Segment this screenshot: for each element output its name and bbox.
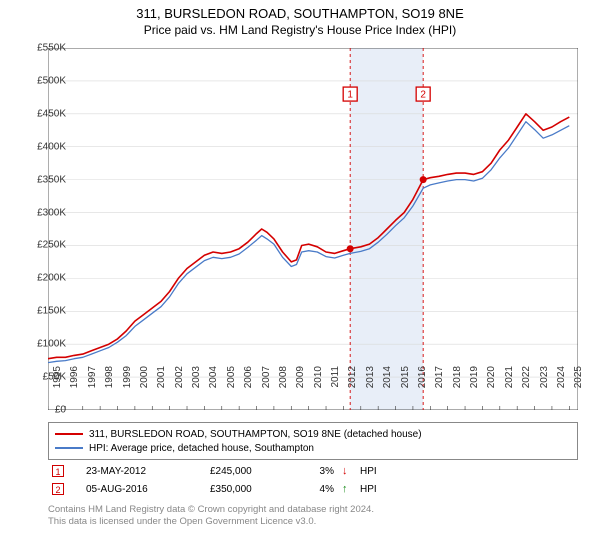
- y-tick-label: £400K: [26, 141, 66, 152]
- chart-container: 311, BURSLEDON ROAD, SOUTHAMPTON, SO19 8…: [0, 0, 600, 560]
- disclaimer: Contains HM Land Registry data © Crown c…: [48, 504, 578, 528]
- y-tick-label: £350K: [26, 174, 66, 185]
- tx-date: 23-MAY-2012: [86, 466, 206, 477]
- tx-pct: 4%: [304, 484, 334, 495]
- transaction-row: 1 23-MAY-2012 £245,000 3% ↓ HPI: [48, 462, 578, 480]
- x-tick-label: 1999: [122, 366, 133, 396]
- tx-marker: 2: [52, 483, 64, 495]
- x-tick-label: 2012: [347, 366, 358, 396]
- x-tick-label: 2021: [504, 366, 515, 396]
- x-tick-label: 1998: [104, 366, 115, 396]
- title-block: 311, BURSLEDON ROAD, SOUTHAMPTON, SO19 8…: [0, 0, 600, 37]
- x-tick-label: 2007: [261, 366, 272, 396]
- x-tick-label: 2022: [521, 366, 532, 396]
- x-tick-label: 2015: [400, 366, 411, 396]
- x-tick-label: 2016: [417, 366, 428, 396]
- y-tick-label: £450K: [26, 108, 66, 119]
- x-tick-label: 1996: [69, 366, 80, 396]
- x-tick-label: 1995: [52, 366, 63, 396]
- disclaimer-line: Contains HM Land Registry data © Crown c…: [48, 504, 578, 516]
- x-tick-label: 2014: [382, 366, 393, 396]
- y-tick-label: £500K: [26, 75, 66, 86]
- y-tick-label: £100K: [26, 339, 66, 350]
- x-tick-label: 2009: [295, 366, 306, 396]
- legend-swatch: [55, 447, 83, 449]
- legend-swatch: [55, 433, 83, 435]
- plot-area: 12: [48, 48, 578, 410]
- x-tick-label: 1997: [87, 366, 98, 396]
- chart-title: 311, BURSLEDON ROAD, SOUTHAMPTON, SO19 8…: [0, 6, 600, 21]
- x-tick-label: 2017: [434, 366, 445, 396]
- transaction-row: 2 05-AUG-2016 £350,000 4% ↑ HPI: [48, 480, 578, 498]
- x-tick-label: 2006: [243, 366, 254, 396]
- x-tick-label: 2024: [556, 366, 567, 396]
- tx-price: £350,000: [210, 484, 300, 495]
- tx-vs: HPI: [360, 466, 578, 477]
- legend-item: HPI: Average price, detached house, Sout…: [55, 441, 571, 455]
- tx-vs: HPI: [360, 484, 578, 495]
- y-tick-label: £250K: [26, 240, 66, 251]
- x-tick-label: 2010: [313, 366, 324, 396]
- legend-label: 311, BURSLEDON ROAD, SOUTHAMPTON, SO19 8…: [89, 429, 422, 440]
- tx-price: £245,000: [210, 466, 300, 477]
- y-tick-label: £300K: [26, 207, 66, 218]
- down-arrow-icon: ↓: [338, 465, 356, 477]
- x-tick-label: 2002: [174, 366, 185, 396]
- up-arrow-icon: ↑: [338, 483, 356, 495]
- x-tick-label: 2019: [469, 366, 480, 396]
- transactions-table: 1 23-MAY-2012 £245,000 3% ↓ HPI 2 05-AUG…: [48, 462, 578, 498]
- svg-text:1: 1: [347, 90, 353, 101]
- chart-subtitle: Price paid vs. HM Land Registry's House …: [0, 23, 600, 37]
- x-tick-label: 2011: [330, 366, 341, 396]
- x-tick-label: 2018: [452, 366, 463, 396]
- x-tick-label: 2013: [365, 366, 376, 396]
- tx-date: 05-AUG-2016: [86, 484, 206, 495]
- disclaimer-line: This data is licensed under the Open Gov…: [48, 516, 578, 528]
- legend-label: HPI: Average price, detached house, Sout…: [89, 443, 314, 454]
- x-tick-label: 2020: [486, 366, 497, 396]
- x-tick-label: 2023: [539, 366, 550, 396]
- y-tick-label: £550K: [26, 43, 66, 54]
- tx-marker: 1: [52, 465, 64, 477]
- x-tick-label: 2000: [139, 366, 150, 396]
- y-tick-label: £200K: [26, 273, 66, 284]
- x-tick-label: 2001: [156, 366, 167, 396]
- y-tick-label: £150K: [26, 306, 66, 317]
- x-tick-label: 2003: [191, 366, 202, 396]
- x-tick-label: 2005: [226, 366, 237, 396]
- svg-text:2: 2: [420, 90, 426, 101]
- tx-pct: 3%: [304, 466, 334, 477]
- x-tick-label: 2008: [278, 366, 289, 396]
- y-tick-label: £0: [26, 405, 66, 416]
- x-tick-label: 2004: [208, 366, 219, 396]
- legend: 311, BURSLEDON ROAD, SOUTHAMPTON, SO19 8…: [48, 422, 578, 460]
- legend-item: 311, BURSLEDON ROAD, SOUTHAMPTON, SO19 8…: [55, 427, 571, 441]
- x-tick-label: 2025: [573, 366, 584, 396]
- plot-svg: 12: [48, 48, 578, 410]
